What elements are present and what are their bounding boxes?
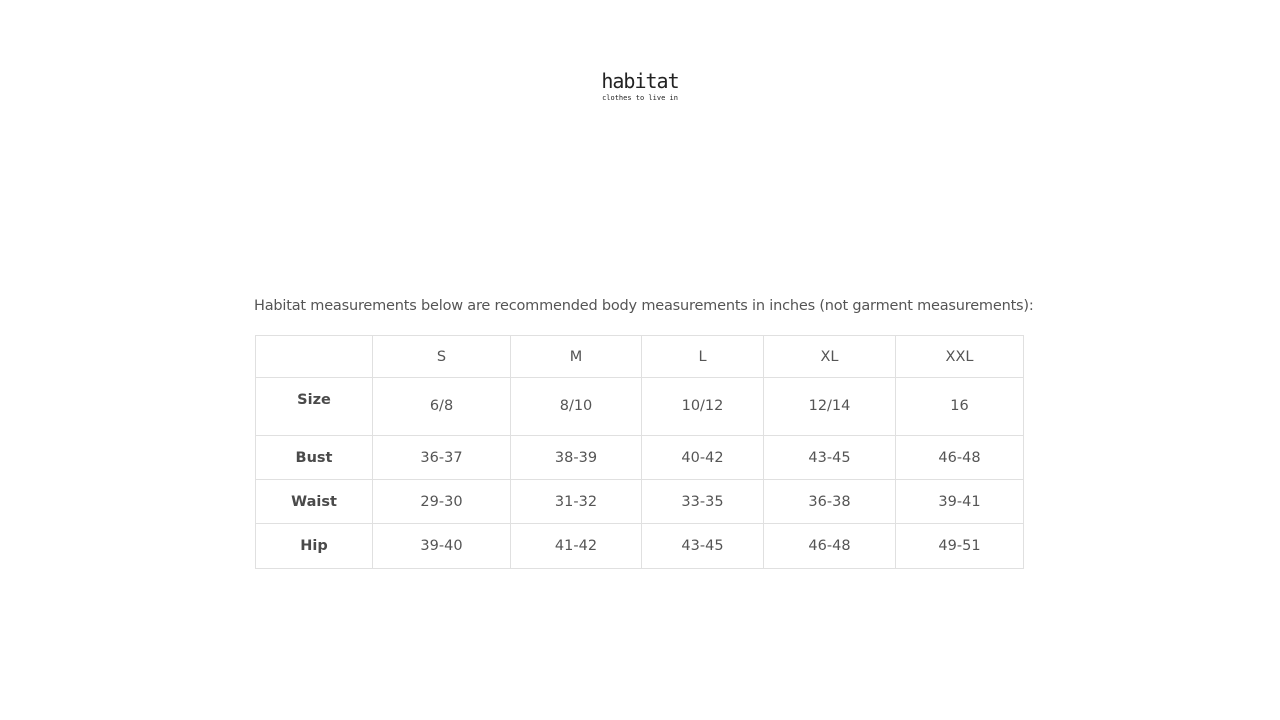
header-cell: [255, 335, 373, 378]
header-cell: XL: [763, 335, 896, 378]
intro-text: Habitat measurements below are recommend…: [254, 298, 1034, 314]
size-chart-table: S M L XL XXL Size 6/8 8/10 10/12 12/14 1…: [255, 335, 1024, 569]
table-cell: 46-48: [763, 523, 896, 569]
table-cell: 39-41: [895, 479, 1024, 524]
header-cell: S: [372, 335, 511, 378]
table-cell: 31-32: [510, 479, 642, 524]
row-label: Bust: [255, 435, 373, 480]
table-cell: 33-35: [641, 479, 764, 524]
header-cell: M: [510, 335, 642, 378]
table-cell: 6/8: [372, 377, 511, 436]
table-cell: 40-42: [641, 435, 764, 480]
table-cell: 29-30: [372, 479, 511, 524]
table-cell: 8/10: [510, 377, 642, 436]
table-cell: 10/12: [641, 377, 764, 436]
table-cell: 12/14: [763, 377, 896, 436]
table-row: Size 6/8 8/10 10/12 12/14 16: [255, 377, 1024, 436]
habitat-logo[interactable]: habitat clothes to live in: [570, 70, 710, 103]
logo-wordmark: habitat: [601, 69, 679, 93]
table-cell: 43-45: [763, 435, 896, 480]
table-cell: 39-40: [372, 523, 511, 569]
table-cell: 41-42: [510, 523, 642, 569]
row-label: Waist: [255, 479, 373, 524]
table-cell: 46-48: [895, 435, 1024, 480]
table-row: Hip 39-40 41-42 43-45 46-48 49-51: [255, 523, 1024, 569]
table-cell: 49-51: [895, 523, 1024, 569]
logo-tagline: clothes to live in: [602, 94, 678, 102]
table-row: Waist 29-30 31-32 33-35 36-38 39-41: [255, 479, 1024, 524]
table-cell: 38-39: [510, 435, 642, 480]
row-label: Size: [255, 377, 373, 436]
table-cell: 43-45: [641, 523, 764, 569]
table-cell: 36-38: [763, 479, 896, 524]
row-label: Hip: [255, 523, 373, 569]
table-cell: 16: [895, 377, 1024, 436]
header-cell: L: [641, 335, 764, 378]
table-header-row: S M L XL XXL: [255, 335, 1024, 378]
header-cell: XXL: [895, 335, 1024, 378]
table-row: Bust 36-37 38-39 40-42 43-45 46-48: [255, 435, 1024, 480]
table-cell: 36-37: [372, 435, 511, 480]
